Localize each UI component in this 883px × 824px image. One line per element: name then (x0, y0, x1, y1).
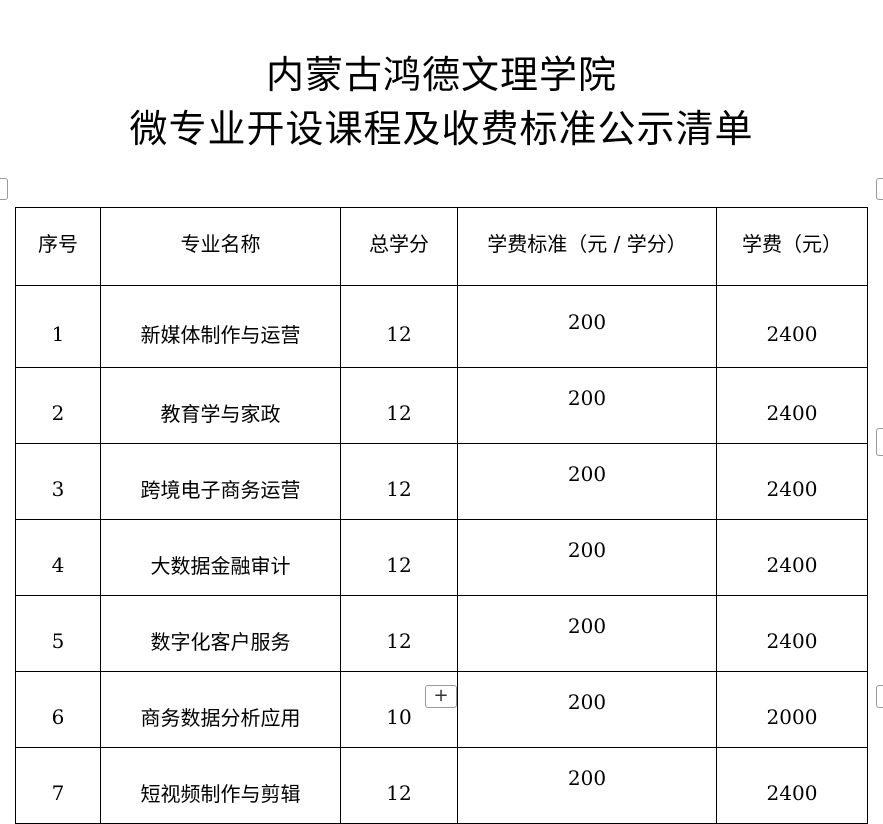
major-name: 新媒体制作与运营 (100, 285, 341, 368)
major-name: 大数据金融审计 (100, 519, 341, 596)
header-major-name: 专业名称 (100, 207, 341, 286)
total-credits: 12 (340, 367, 458, 444)
total-credits: 12 (340, 747, 458, 824)
row-index: 3 (15, 443, 101, 520)
table-right-handle[interactable] (876, 178, 883, 200)
table-resize-handle[interactable] (876, 685, 883, 708)
header-index: 序号 (15, 207, 101, 286)
row-index: 5 (15, 595, 101, 672)
column-insert-handle[interactable] (876, 428, 883, 456)
total-credits: 12 (340, 443, 458, 520)
document-title-line2: 微专业开设课程及收费标准公示清单 (129, 107, 754, 151)
table-row: 3 跨境电子商务运营 12 200 2400 (15, 443, 868, 520)
major-name: 跨境电子商务运营 (100, 443, 341, 520)
add-row-button[interactable]: + (425, 685, 457, 708)
fee-standard: 200 (457, 595, 717, 672)
tuition: 2400 (716, 367, 868, 444)
major-name: 商务数据分析应用 (100, 671, 341, 748)
header-tuition-text: 学费（元） (742, 232, 842, 256)
table-row: 6 商务数据分析应用 10 200 2000 (15, 671, 868, 748)
table-row: 4 大数据金融审计 12 200 2400 (15, 519, 868, 596)
total-credits: 12 (340, 595, 458, 672)
fee-standard: 200 (457, 519, 717, 596)
row-index: 7 (15, 747, 101, 824)
major-name: 数字化客户服务 (100, 595, 341, 672)
tuition: 2400 (716, 519, 868, 596)
row-index: 6 (15, 671, 101, 748)
total-credits: 12 (340, 285, 458, 368)
total-credits: 10 (340, 671, 458, 748)
tuition: 2400 (716, 747, 868, 824)
fee-standard: 200 (457, 443, 717, 520)
header-fee-standard: 学费标准（元 / 学分） (457, 207, 717, 286)
header-total-credits: 总学分 (340, 207, 458, 286)
table-move-handle[interactable] (0, 178, 8, 200)
row-index: 2 (15, 367, 101, 444)
total-credits: 12 (340, 519, 458, 596)
tuition: 2400 (716, 443, 868, 520)
fee-standard: 200 (457, 747, 717, 824)
tuition: 2400 (716, 595, 868, 672)
fee-standard: 200 (457, 367, 717, 444)
tuition: 2400 (716, 285, 868, 368)
row-index: 4 (15, 519, 101, 596)
fee-standard: 200 (457, 285, 717, 368)
fee-standard: 200 (457, 671, 717, 748)
header-tuition: 学费（元） (716, 207, 868, 286)
course-fee-table: 序号 专业名称 总学分 学费标准（元 / 学分） 学费（元） 1 新媒体制作与运营… (15, 207, 868, 824)
major-name: 短视频制作与剪辑 (100, 747, 341, 824)
table-row: 1 新媒体制作与运营 12 200 2400 (15, 285, 868, 368)
table-row: 2 教育学与家政 12 200 2400 (15, 367, 868, 444)
row-index: 1 (15, 285, 101, 368)
table-row: 5 数字化客户服务 12 200 2400 (15, 595, 868, 672)
table-row: 7 短视频制作与剪辑 12 200 2400 (15, 747, 868, 824)
table-header-row: 序号 专业名称 总学分 学费标准（元 / 学分） 学费（元） (15, 207, 868, 286)
document-title-line1: 内蒙古鸿德文理学院 (265, 53, 617, 97)
major-name: 教育学与家政 (100, 367, 341, 444)
tuition: 2000 (716, 671, 868, 748)
